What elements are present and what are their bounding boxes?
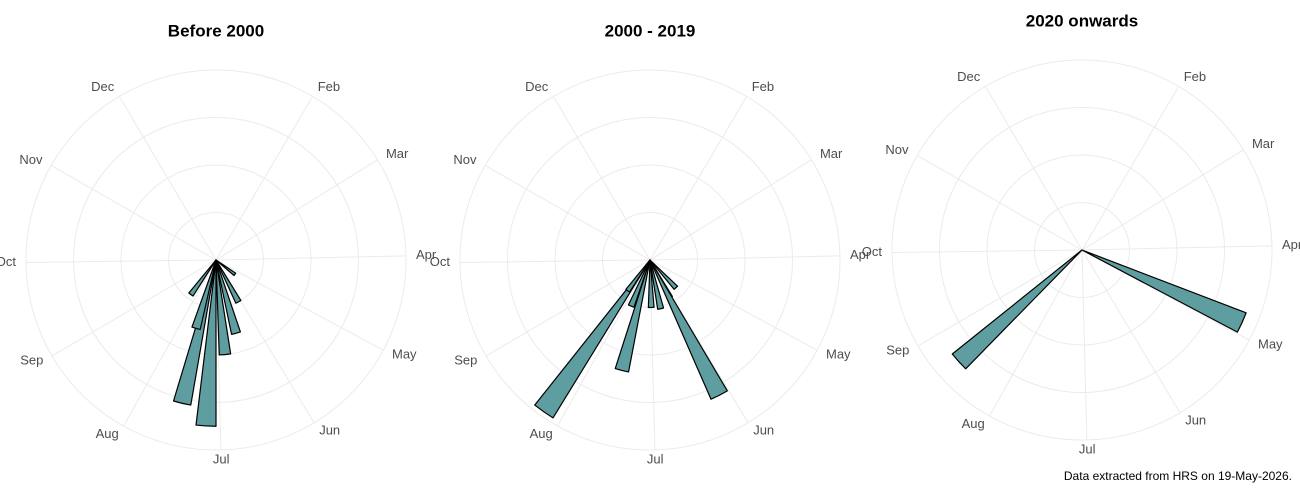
month-label: Feb bbox=[318, 79, 340, 94]
grid-spoke bbox=[215, 255, 406, 261]
grid-circle bbox=[986, 154, 1178, 346]
month-label: May bbox=[392, 346, 417, 361]
month-label: Mar bbox=[1252, 136, 1275, 151]
month-label: Oct bbox=[862, 244, 883, 259]
month-label: Sep bbox=[886, 342, 909, 357]
polar-panel: Before 2000 Feb Mar Apr May Jun Jul Aug Sep Oct No… bbox=[0, 21, 437, 466]
month-label: Mar bbox=[820, 146, 843, 161]
grid-spoke bbox=[916, 155, 1083, 251]
month-label: Feb bbox=[1184, 69, 1206, 84]
grid-spoke bbox=[649, 96, 748, 261]
grid-spoke bbox=[557, 259, 651, 427]
grid-spoke bbox=[1081, 249, 1181, 414]
month-label: May bbox=[826, 346, 851, 361]
month-label: Jul bbox=[647, 451, 664, 466]
grid-circle bbox=[939, 107, 1225, 393]
month-label: Jul bbox=[1079, 441, 1096, 456]
grid-circle bbox=[25, 69, 407, 451]
grid-spoke bbox=[50, 165, 217, 261]
month-label: Nov bbox=[885, 142, 909, 157]
month-label: Jun bbox=[319, 423, 340, 438]
bar-wedge bbox=[215, 259, 242, 335]
month-label: Mar bbox=[386, 146, 409, 161]
grid-circle bbox=[459, 69, 841, 451]
grid-spoke bbox=[1081, 249, 1088, 440]
bar-wedge bbox=[627, 259, 651, 308]
month-label: Feb bbox=[752, 79, 774, 94]
month-label: Aug bbox=[962, 416, 985, 431]
grid-spoke bbox=[26, 259, 217, 263]
grid-spoke bbox=[215, 259, 384, 351]
bar-wedge bbox=[534, 259, 651, 419]
month-label: Nov bbox=[19, 152, 43, 167]
bar-wedge bbox=[1081, 249, 1247, 333]
grid-spoke bbox=[1081, 149, 1244, 251]
chart-title: 2000 - 2019 bbox=[605, 21, 696, 40]
month-label: Oct bbox=[0, 254, 16, 269]
grid-spoke bbox=[51, 259, 217, 357]
polar-panel: 2000 - 2019 Feb Mar Apr May Jun Jul Aug Sep Oct No… bbox=[430, 21, 871, 466]
grid-circle bbox=[891, 59, 1273, 441]
chart-title: 2020 onwards bbox=[1026, 11, 1138, 30]
month-label: Jul bbox=[213, 451, 230, 466]
grid-spoke bbox=[649, 259, 818, 351]
month-label: Dec bbox=[957, 69, 981, 84]
grid-spoke bbox=[484, 165, 651, 261]
month-label: Aug bbox=[96, 426, 119, 441]
bar-wedge bbox=[195, 259, 217, 427]
bar-wedge bbox=[951, 249, 1083, 370]
chart-title: Before 2000 bbox=[168, 21, 264, 40]
month-label: Dec bbox=[91, 79, 115, 94]
bar-wedge bbox=[649, 259, 728, 400]
bar-wedge bbox=[215, 259, 237, 277]
grid-spoke bbox=[989, 249, 1083, 417]
month-label: Oct bbox=[430, 254, 451, 269]
grid-spoke bbox=[892, 249, 1083, 253]
grid-spoke bbox=[1081, 245, 1272, 251]
grid-spoke bbox=[215, 159, 378, 261]
month-label: Dec bbox=[525, 79, 549, 94]
bar-wedge bbox=[649, 259, 665, 310]
grid-spoke bbox=[917, 249, 1083, 347]
bar-wedge bbox=[188, 259, 217, 297]
month-label: Sep bbox=[454, 352, 477, 367]
grid-spoke bbox=[485, 259, 651, 357]
grid-circle bbox=[507, 117, 793, 403]
month-label: Jun bbox=[753, 423, 774, 438]
bar-wedge bbox=[614, 259, 651, 373]
month-label: Aug bbox=[530, 426, 553, 441]
grid-spoke bbox=[460, 259, 651, 263]
grid-circle bbox=[1034, 202, 1130, 298]
month-label: May bbox=[1258, 336, 1283, 351]
grid-spoke bbox=[123, 259, 217, 427]
month-label: Apr bbox=[416, 247, 437, 262]
bar-wedge bbox=[215, 259, 242, 304]
caption: Data extracted from HRS on 19-May-2026. bbox=[1064, 469, 1292, 483]
grid-spoke bbox=[215, 96, 314, 261]
polar-panel: 2020 onwards Feb Mar Apr May Jun Jul Aug Sep Oct N… bbox=[862, 11, 1300, 456]
bar-wedge bbox=[625, 259, 651, 293]
grid-spoke bbox=[118, 96, 217, 261]
bar-wedge bbox=[649, 259, 679, 290]
month-label: Apr bbox=[850, 247, 871, 262]
grid-spoke bbox=[1081, 86, 1180, 251]
grid-circle bbox=[554, 164, 746, 356]
bar-wedge bbox=[215, 259, 232, 356]
month-label: Sep bbox=[20, 352, 43, 367]
grid-spoke bbox=[649, 159, 812, 261]
grid-spoke bbox=[649, 255, 840, 261]
bar-wedge bbox=[647, 259, 655, 309]
month-label: Jun bbox=[1185, 413, 1206, 428]
month-label: Apr bbox=[1282, 237, 1300, 252]
grid-spoke bbox=[552, 96, 651, 261]
bar-wedge bbox=[191, 259, 217, 331]
month-label: Nov bbox=[453, 152, 477, 167]
grid-spoke bbox=[984, 86, 1083, 251]
